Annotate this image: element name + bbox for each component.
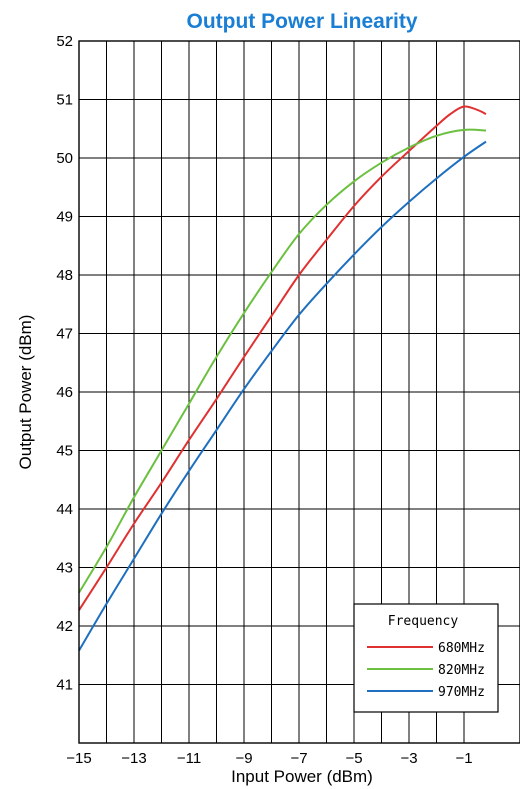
y-tick-label: 45 <box>56 443 73 460</box>
y-tick-label: 43 <box>56 560 73 577</box>
axis-ticks: 41 42 43 44 45 46 47 48 49 50 51 52 −15 −13 −11 −9 −7 −5 −… <box>56 33 472 767</box>
series-line-680MHz <box>78 105 487 611</box>
x-tick-label: −9 <box>235 750 252 767</box>
y-tick-label: 50 <box>56 150 73 167</box>
y-tick-label: 49 <box>56 209 73 226</box>
x-tick-label: −15 <box>66 750 91 767</box>
x-tick-label: −11 <box>177 750 201 767</box>
y-tick-label: 41 <box>56 677 73 694</box>
y-tick-label: 52 <box>56 33 73 50</box>
x-axis-label: Input Power (dBm) <box>231 767 373 786</box>
legend-label-820MHz: 820MHz <box>438 663 485 678</box>
series-line-970MHz <box>78 140 487 652</box>
legend: Frequency 680MHz 820MHz 970MHz <box>353 603 499 713</box>
x-tick-label: −13 <box>121 750 146 767</box>
x-tick-label: −5 <box>345 750 362 767</box>
legend-box <box>353 603 499 713</box>
series-line-820MHz <box>78 128 487 594</box>
plot-frame <box>78 40 520 744</box>
x-tick-label: −7 <box>290 750 307 767</box>
x-tick-label: −1 <box>455 750 472 767</box>
y-tick-label: 46 <box>56 384 73 401</box>
y-tick-label: 44 <box>56 501 73 518</box>
legend-title: Frequency <box>388 614 459 629</box>
y-tick-label: 47 <box>56 326 73 343</box>
chart-title: Output Power Linearity <box>186 10 417 33</box>
legend-label-680MHz: 680MHz <box>438 641 485 656</box>
y-axis-label: Output Power (dBm) <box>16 315 35 470</box>
legend-label-970MHz: 970MHz <box>438 685 485 700</box>
y-tick-label: 51 <box>56 92 73 109</box>
y-tick-label: 48 <box>56 267 73 284</box>
x-tick-label: −3 <box>400 750 417 767</box>
series-lines <box>78 105 487 652</box>
y-tick-label: 42 <box>56 618 73 635</box>
